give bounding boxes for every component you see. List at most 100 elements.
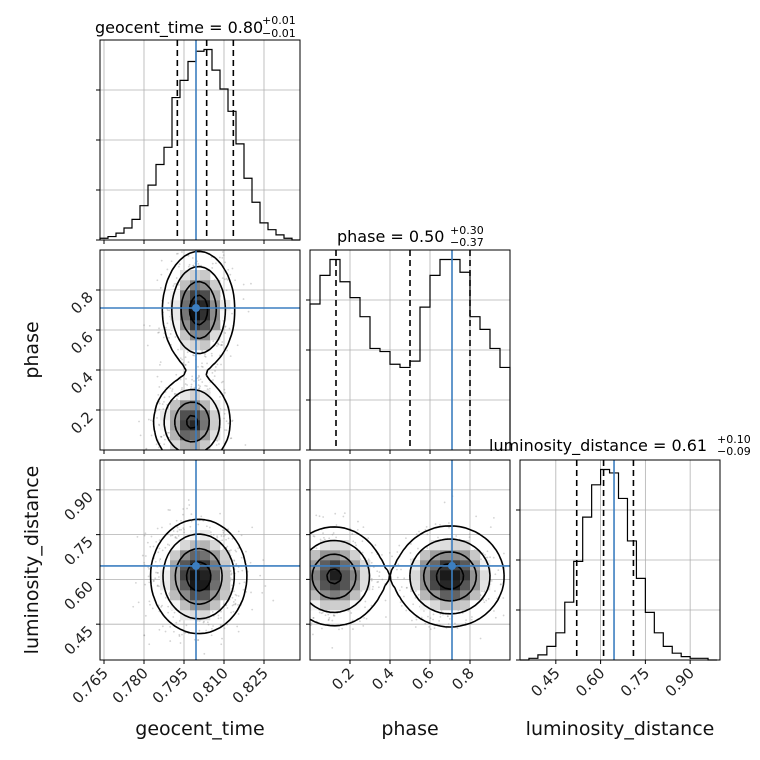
scatter-point bbox=[157, 604, 160, 607]
scatter-point bbox=[201, 381, 204, 383]
scatter-point bbox=[376, 570, 379, 573]
axis-frame bbox=[99, 249, 301, 451]
density-cell bbox=[470, 570, 481, 581]
x-tick-label-luminosity-distance: 0.45 bbox=[527, 664, 563, 700]
density-panel-phase-vs-luminosity-distance bbox=[306, 459, 511, 664]
scatter-point bbox=[381, 553, 383, 556]
scatter-point bbox=[171, 534, 174, 537]
scatter-point bbox=[230, 572, 233, 575]
density-cell bbox=[310, 590, 321, 601]
scatter-point bbox=[158, 327, 160, 330]
scatter-point bbox=[218, 256, 221, 259]
scatter-point bbox=[177, 252, 179, 255]
scatter-point bbox=[190, 385, 193, 388]
density-cell bbox=[180, 430, 191, 441]
scatter-point bbox=[158, 331, 160, 334]
density-cell bbox=[210, 560, 221, 571]
scatter-point bbox=[164, 326, 167, 329]
x-tick-label-luminosity-distance: 0.75 bbox=[617, 664, 653, 700]
density-cell bbox=[430, 590, 441, 601]
scatter-point bbox=[226, 349, 229, 352]
scatter-point bbox=[229, 577, 232, 580]
scatter-point bbox=[185, 377, 187, 380]
scatter-point bbox=[502, 614, 505, 617]
density-cell bbox=[170, 310, 181, 321]
xlabel-luminosity-distance: luminosity_distance bbox=[526, 718, 715, 740]
scatter-point bbox=[334, 512, 337, 515]
scatter-point bbox=[167, 611, 170, 614]
scatter-point bbox=[136, 535, 139, 538]
density-cell bbox=[190, 570, 201, 581]
scatter-point bbox=[312, 535, 315, 537]
title-luminosity-distance-lower: −0.09 bbox=[717, 445, 751, 458]
density-cell bbox=[190, 550, 201, 561]
scatter-point bbox=[220, 343, 223, 346]
density-cell bbox=[180, 270, 191, 281]
scatter-point bbox=[169, 333, 172, 335]
scatter-point bbox=[494, 590, 496, 592]
scatter-point bbox=[221, 380, 224, 383]
scatter-point bbox=[150, 535, 153, 538]
scatter-point bbox=[159, 558, 162, 560]
scatter-point bbox=[432, 618, 435, 621]
density-cell bbox=[430, 570, 441, 581]
contours bbox=[149, 518, 248, 635]
scatter-point bbox=[332, 614, 335, 616]
scatter-point bbox=[224, 332, 227, 334]
scatter-point bbox=[169, 640, 172, 642]
scatter-point bbox=[138, 420, 140, 423]
scatter-point bbox=[163, 400, 165, 403]
density-cell bbox=[340, 600, 351, 611]
density-cell bbox=[170, 430, 181, 441]
y-tick-label-luminosity-distance: 0.45 bbox=[60, 622, 96, 658]
density-cell bbox=[460, 580, 471, 591]
scatter-point bbox=[230, 611, 233, 614]
scatter-point bbox=[221, 529, 224, 532]
x-tick-label-geocent-time: 0.765 bbox=[69, 664, 112, 707]
density-cell bbox=[480, 580, 491, 591]
density-cell bbox=[190, 390, 201, 401]
density-cell bbox=[200, 550, 211, 561]
scatter-point bbox=[400, 568, 402, 571]
scatter-point bbox=[141, 554, 144, 557]
scatter-point bbox=[157, 551, 160, 554]
scatter-point bbox=[351, 532, 354, 535]
scatter-point bbox=[186, 507, 188, 510]
scatter-point bbox=[250, 591, 252, 594]
scatter-point bbox=[391, 555, 393, 558]
ylabel-phase: phase bbox=[21, 321, 43, 378]
scatter-point bbox=[172, 616, 175, 618]
scatter-point bbox=[229, 273, 232, 276]
scatter-point bbox=[193, 354, 196, 357]
scatter-point bbox=[224, 533, 226, 536]
y-tick-label-phase: 0.8 bbox=[67, 288, 97, 318]
scatter-point bbox=[355, 544, 357, 547]
scatter-point bbox=[429, 628, 432, 631]
scatter-point bbox=[312, 616, 315, 619]
scatter-point bbox=[176, 530, 179, 533]
density-cell bbox=[190, 530, 201, 541]
truth-marker bbox=[448, 561, 456, 570]
scatter-point bbox=[161, 403, 164, 406]
scatter-point bbox=[168, 309, 171, 312]
scatter-point bbox=[484, 553, 486, 556]
density-cell bbox=[180, 550, 191, 561]
density-cell bbox=[450, 550, 461, 561]
density-cell bbox=[310, 550, 321, 561]
density-cell bbox=[210, 430, 221, 441]
density-cell bbox=[180, 590, 191, 601]
scatter-point bbox=[143, 324, 145, 327]
scatter-point bbox=[221, 341, 224, 343]
scatter-point bbox=[206, 362, 208, 365]
density-cell bbox=[340, 570, 351, 581]
scatter-point bbox=[231, 267, 234, 270]
scatter-point bbox=[178, 619, 181, 622]
density-cell bbox=[210, 580, 221, 591]
density-cell bbox=[200, 420, 211, 431]
density-cell bbox=[170, 560, 181, 571]
title-luminosity-distance: luminosity_distance = 0.61 +0.10 −0.09 bbox=[489, 433, 751, 458]
scatter-point bbox=[242, 588, 245, 591]
density-panel-geocent-time-vs-phase bbox=[96, 249, 301, 454]
scatter-point bbox=[226, 623, 229, 626]
scatter-point bbox=[188, 263, 191, 266]
